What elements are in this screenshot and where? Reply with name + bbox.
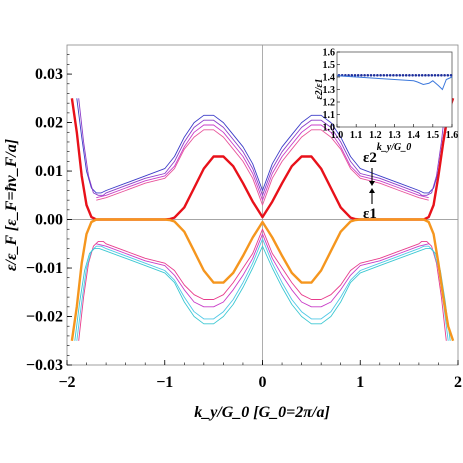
x-tick-labels: −2 −1 0 1 2 — [58, 374, 462, 391]
series-line-upper-b — [78, 98, 447, 196]
series-line-lower-b — [96, 233, 429, 308]
inset-reference-dot — [372, 73, 376, 77]
inset-x-tick-label: 1.2 — [369, 130, 382, 141]
series-line-thick-lower — [70, 218, 455, 342]
x-tick-label: 0 — [259, 374, 267, 391]
arrowhead-eps2 — [369, 181, 375, 186]
x-axis-title: k_y/G_0 [G_0=2π/a] — [194, 404, 330, 421]
inset-reference-dot — [404, 73, 408, 77]
series-line-lower-c — [76, 238, 449, 341]
axis-titles: k_y/G_0 [G_0=2π/a] ε/ε_F [ε_F=ħv_F/a] — [3, 139, 330, 421]
inset-y-tick-label: 1.0 — [323, 123, 336, 134]
inset-reference-dot — [382, 73, 386, 77]
series-line-upper-d — [96, 129, 429, 206]
y-axis-title: ε/ε_F [ε_F=ħv_F/a] — [3, 139, 20, 271]
inset-reference-dot — [420, 73, 424, 77]
inset-reference-dot — [401, 73, 405, 77]
inset-x-tick-label: 1.1 — [350, 130, 363, 141]
y-tick-label: −0.01 — [26, 260, 63, 277]
inset-reference-dot — [446, 73, 450, 77]
y-tick-label: 0.00 — [35, 212, 63, 229]
inset-reference-dot — [379, 73, 382, 77]
inset-y-tick-label: 1.4 — [323, 73, 336, 84]
inset-y-tick-label: 1.2 — [323, 98, 336, 109]
annotation-eps1: ε1 — [363, 206, 377, 222]
main-plot: −2 −1 0 1 2 −0.03 −0.02 −0.01 0.00 0.01 0.02 0.03 — [26, 44, 462, 391]
inset-reference-dot — [408, 73, 411, 77]
y-tick-label: 0.03 — [35, 66, 63, 83]
inset-reference-dot — [443, 73, 446, 77]
inset-x-tick-label: 1.4 — [407, 130, 420, 141]
inset-reference-dot — [388, 73, 392, 77]
inset-reference-dot — [414, 73, 418, 77]
inset-reference-dot — [356, 73, 360, 77]
inset-x-tick-label: 1.0 — [331, 130, 344, 141]
series-layer — [70, 97, 455, 342]
y-tick-label: −0.03 — [26, 357, 63, 374]
inset-reference-dot — [411, 73, 414, 77]
inset-y-tick-label: 1.3 — [323, 85, 336, 96]
inset-series-line — [336, 75, 453, 91]
inset-reference-dot — [424, 73, 427, 77]
annotations: ε2 ε1 — [363, 150, 377, 222]
inset-reference-dot — [369, 73, 373, 77]
inset-reference-dot — [395, 73, 398, 77]
inset-plot: 1.0 1.1 1.2 1.3 1.4 1.5 1.6 1.01.11.21.31.41.5… — [314, 48, 458, 154]
x-tick-label: 2 — [454, 374, 462, 391]
x-tick-label: −2 — [58, 374, 75, 391]
inset-reference-dot — [350, 73, 354, 77]
y-tick-labels: −0.03 −0.02 −0.01 0.00 0.01 0.02 0.03 — [26, 66, 63, 374]
inset-y-tick-label: 1.5 — [323, 60, 336, 71]
y-tick-label: 0.02 — [35, 115, 63, 132]
inset-reference-dot — [385, 73, 389, 77]
inset-y-tick-label: 1.1 — [323, 110, 336, 121]
x-tick-label: 1 — [356, 374, 364, 391]
axis-ticks — [66, 54, 459, 366]
inset-frame — [336, 51, 453, 128]
inset-reference-dot — [347, 73, 350, 77]
inset-y-tick-labels: 1.0 1.11.2 1.31.4 1.51.6 — [323, 48, 340, 134]
inset-reference-dot — [417, 73, 421, 77]
inset-reference-dot — [436, 73, 440, 77]
inset-reference-dot — [366, 73, 370, 77]
inset-x-tick-label: 1.5 — [427, 130, 440, 141]
series-line-lower-d — [74, 245, 451, 341]
inset-x-tick-label: 1.6 — [446, 130, 459, 141]
inset-y-axis-title: ε2/ε1 — [314, 79, 325, 100]
inset-reference-dot — [449, 73, 453, 77]
inset-reference-dot — [440, 73, 443, 77]
series-line-lower-a — [78, 228, 447, 341]
inset-reference-dot — [376, 73, 379, 77]
inset-x-axis-title: k_y/G_0 — [377, 142, 411, 153]
inset-reference-dot — [433, 73, 437, 77]
series-line-upper-a — [76, 98, 449, 194]
inset-x-tick-label: 1.3 — [388, 130, 401, 141]
arrowhead-eps1 — [369, 188, 375, 193]
inset-reference-dot — [392, 73, 395, 77]
x-tick-label: −1 — [156, 374, 173, 391]
inset-reference-dot — [360, 73, 363, 77]
inset-reference-dot — [363, 73, 366, 77]
inset-series-layer — [336, 73, 453, 91]
y-tick-label: 0.01 — [35, 163, 63, 180]
inset-reference-dot — [353, 73, 357, 77]
inset-x-tick-labels: 1.0 1.1 1.2 1.3 1.4 1.5 1.6 — [331, 124, 459, 141]
inset-y-tick-label: 1.6 — [323, 48, 336, 59]
inset-reference-dot — [430, 73, 434, 77]
y-tick-label: −0.02 — [26, 309, 63, 326]
inset-reference-dot — [427, 73, 430, 77]
series-line-upper-c — [96, 124, 429, 201]
annotation-eps2: ε2 — [363, 150, 377, 166]
inset-reference-dot — [398, 73, 402, 77]
